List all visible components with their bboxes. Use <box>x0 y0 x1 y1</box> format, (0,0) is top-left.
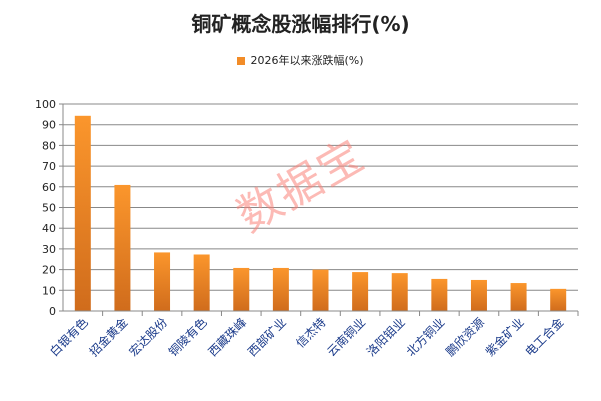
x-tick-label: 西部矿业 <box>244 315 289 360</box>
bar <box>154 252 171 311</box>
y-tick-label: 70 <box>42 160 56 173</box>
chart-title: 铜矿概念股涨幅排行(%) <box>191 12 410 36</box>
bar <box>391 273 408 311</box>
bar <box>74 115 91 311</box>
y-tick-label: 40 <box>42 222 56 235</box>
legend-label: 2026年以来涨跌幅(%) <box>250 54 364 67</box>
x-tick-label: 鹏欣资源 <box>443 315 487 359</box>
legend: 2026年以来涨跌幅(%) <box>0 52 601 68</box>
x-tick-label: 西藏珠峰 <box>206 315 250 359</box>
x-tick-label: 北方铜业 <box>403 315 448 360</box>
bar <box>272 267 289 311</box>
bar <box>312 269 329 311</box>
bar <box>193 254 210 311</box>
x-tick-label: 白银有色 <box>46 315 91 360</box>
bar <box>470 279 487 311</box>
x-tick-label: 铜陵有色 <box>165 315 210 360</box>
y-tick-label: 20 <box>42 264 56 277</box>
x-tick-label: 紫金矿业 <box>482 315 527 360</box>
y-tick-label: 30 <box>42 243 56 256</box>
bar <box>510 283 527 311</box>
x-tick-label: 洛阳钼业 <box>363 315 408 360</box>
bar <box>550 288 567 311</box>
bar <box>352 272 369 311</box>
y-tick-label: 50 <box>42 202 56 215</box>
x-tick-label: 招金黄金 <box>86 315 131 360</box>
y-tick-label: 90 <box>42 119 56 132</box>
x-tick-label: 信杰特 <box>293 315 329 351</box>
y-tick-label: 80 <box>42 139 56 152</box>
x-tick-label: 宏达股份 <box>126 315 171 360</box>
y-tick-label: 10 <box>42 284 56 297</box>
x-tick-label: 云南铜业 <box>324 315 369 360</box>
x-tick-label: 电工合金 <box>522 315 567 360</box>
y-tick-label: 60 <box>42 181 56 194</box>
bar <box>233 267 250 311</box>
bar <box>114 184 131 311</box>
legend-swatch <box>237 57 246 65</box>
y-tick-label: 0 <box>49 305 56 318</box>
y-tick-label: 100 <box>35 98 56 111</box>
bar <box>431 278 448 311</box>
